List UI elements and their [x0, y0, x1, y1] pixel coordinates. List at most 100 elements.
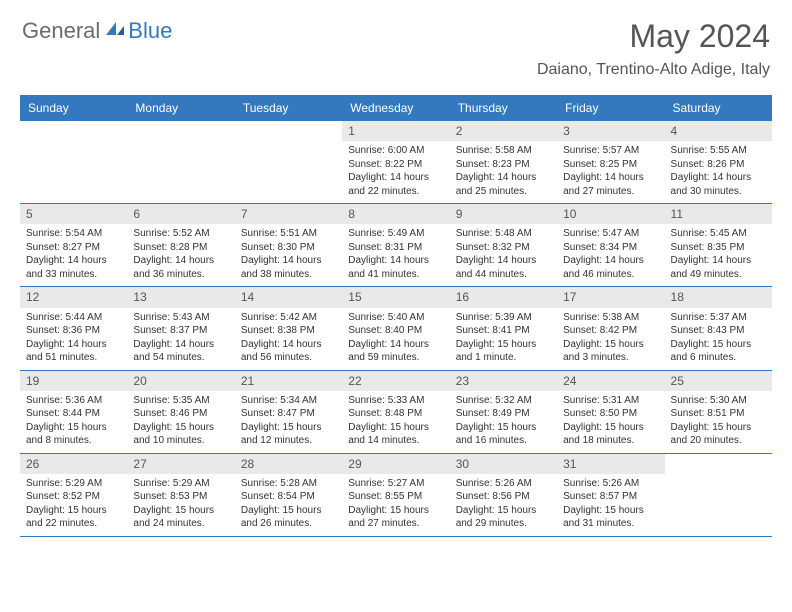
- calendar-header-cell: Wednesday: [342, 95, 449, 121]
- header: General Blue May 2024 Daiano, Trentino-A…: [0, 0, 792, 87]
- daylight-line: Daylight: 15 hours and 6 minutes.: [671, 338, 766, 365]
- calendar-cell: 25Sunrise: 5:30 AMSunset: 8:51 PMDayligh…: [665, 371, 772, 453]
- daylight-line: Daylight: 14 hours and 36 minutes.: [133, 254, 228, 281]
- day-details: Sunrise: 6:00 AMSunset: 8:22 PMDaylight:…: [342, 141, 449, 203]
- sunset-line: Sunset: 8:43 PM: [671, 324, 766, 338]
- day-number: 27: [127, 454, 234, 474]
- sunrise-line: Sunrise: 5:54 AM: [26, 227, 121, 241]
- calendar-cell: 14Sunrise: 5:42 AMSunset: 8:38 PMDayligh…: [235, 287, 342, 369]
- day-number: 24: [557, 371, 664, 391]
- sunset-line: Sunset: 8:28 PM: [133, 241, 228, 255]
- day-number: 19: [20, 371, 127, 391]
- calendar-cell: 23Sunrise: 5:32 AMSunset: 8:49 PMDayligh…: [450, 371, 557, 453]
- page-title: May 2024: [537, 18, 770, 55]
- calendar-cell: 9Sunrise: 5:48 AMSunset: 8:32 PMDaylight…: [450, 204, 557, 286]
- daylight-line: Daylight: 14 hours and 51 minutes.: [26, 338, 121, 365]
- calendar-cell: 10Sunrise: 5:47 AMSunset: 8:34 PMDayligh…: [557, 204, 664, 286]
- sunrise-line: Sunrise: 6:00 AM: [348, 144, 443, 158]
- sunrise-line: Sunrise: 5:40 AM: [348, 311, 443, 325]
- daylight-line: Daylight: 14 hours and 59 minutes.: [348, 338, 443, 365]
- sunrise-line: Sunrise: 5:32 AM: [456, 394, 551, 408]
- day-number: 16: [450, 287, 557, 307]
- sunset-line: Sunset: 8:47 PM: [241, 407, 336, 421]
- daylight-line: Daylight: 15 hours and 27 minutes.: [348, 504, 443, 531]
- sunrise-line: Sunrise: 5:51 AM: [241, 227, 336, 241]
- sunrise-line: Sunrise: 5:37 AM: [671, 311, 766, 325]
- day-details: Sunrise: 5:26 AMSunset: 8:56 PMDaylight:…: [450, 474, 557, 536]
- day-details: Sunrise: 5:40 AMSunset: 8:40 PMDaylight:…: [342, 308, 449, 370]
- day-details: Sunrise: 5:29 AMSunset: 8:53 PMDaylight:…: [127, 474, 234, 536]
- daylight-line: Daylight: 14 hours and 54 minutes.: [133, 338, 228, 365]
- sunset-line: Sunset: 8:57 PM: [563, 490, 658, 504]
- calendar-cell: 17Sunrise: 5:38 AMSunset: 8:42 PMDayligh…: [557, 287, 664, 369]
- day-number: 6: [127, 204, 234, 224]
- calendar-cell: 1Sunrise: 6:00 AMSunset: 8:22 PMDaylight…: [342, 121, 449, 203]
- calendar-cell: [235, 121, 342, 203]
- daylight-line: Daylight: 15 hours and 16 minutes.: [456, 421, 551, 448]
- sunset-line: Sunset: 8:41 PM: [456, 324, 551, 338]
- sunrise-line: Sunrise: 5:52 AM: [133, 227, 228, 241]
- daylight-line: Daylight: 14 hours and 25 minutes.: [456, 171, 551, 198]
- day-number: 23: [450, 371, 557, 391]
- daylight-line: Daylight: 14 hours and 27 minutes.: [563, 171, 658, 198]
- day-number: 7: [235, 204, 342, 224]
- day-details: Sunrise: 5:47 AMSunset: 8:34 PMDaylight:…: [557, 224, 664, 286]
- calendar-cell: 27Sunrise: 5:29 AMSunset: 8:53 PMDayligh…: [127, 454, 234, 536]
- calendar-cell: 30Sunrise: 5:26 AMSunset: 8:56 PMDayligh…: [450, 454, 557, 536]
- sunrise-line: Sunrise: 5:57 AM: [563, 144, 658, 158]
- sunset-line: Sunset: 8:34 PM: [563, 241, 658, 255]
- sunset-line: Sunset: 8:30 PM: [241, 241, 336, 255]
- day-number: 28: [235, 454, 342, 474]
- day-details: Sunrise: 5:57 AMSunset: 8:25 PMDaylight:…: [557, 141, 664, 203]
- sunset-line: Sunset: 8:23 PM: [456, 158, 551, 172]
- day-number: 8: [342, 204, 449, 224]
- daylight-line: Daylight: 15 hours and 22 minutes.: [26, 504, 121, 531]
- day-details: Sunrise: 5:29 AMSunset: 8:52 PMDaylight:…: [20, 474, 127, 536]
- calendar-cell: [127, 121, 234, 203]
- sunset-line: Sunset: 8:49 PM: [456, 407, 551, 421]
- sunrise-line: Sunrise: 5:49 AM: [348, 227, 443, 241]
- calendar-cell: [20, 121, 127, 203]
- calendar-cell: 21Sunrise: 5:34 AMSunset: 8:47 PMDayligh…: [235, 371, 342, 453]
- daylight-line: Daylight: 14 hours and 33 minutes.: [26, 254, 121, 281]
- sunrise-line: Sunrise: 5:29 AM: [26, 477, 121, 491]
- daylight-line: Daylight: 14 hours and 38 minutes.: [241, 254, 336, 281]
- calendar-cell: 15Sunrise: 5:40 AMSunset: 8:40 PMDayligh…: [342, 287, 449, 369]
- day-number: 12: [20, 287, 127, 307]
- calendar-cell: 5Sunrise: 5:54 AMSunset: 8:27 PMDaylight…: [20, 204, 127, 286]
- sunset-line: Sunset: 8:32 PM: [456, 241, 551, 255]
- day-number: 26: [20, 454, 127, 474]
- sunset-line: Sunset: 8:53 PM: [133, 490, 228, 504]
- daylight-line: Daylight: 14 hours and 41 minutes.: [348, 254, 443, 281]
- sunrise-line: Sunrise: 5:55 AM: [671, 144, 766, 158]
- daylight-line: Daylight: 14 hours and 49 minutes.: [671, 254, 766, 281]
- day-number: 29: [342, 454, 449, 474]
- sunset-line: Sunset: 8:36 PM: [26, 324, 121, 338]
- sunset-line: Sunset: 8:40 PM: [348, 324, 443, 338]
- sunrise-line: Sunrise: 5:58 AM: [456, 144, 551, 158]
- daylight-line: Daylight: 14 hours and 22 minutes.: [348, 171, 443, 198]
- calendar-cell: 7 Sunrise: 5:51 AMSunset: 8:30 PMDaylight…: [235, 204, 342, 286]
- calendar-header-cell: Sunday: [20, 95, 127, 121]
- calendar-cell: 3Sunrise: 5:57 AMSunset: 8:25 PMDaylight…: [557, 121, 664, 203]
- calendar-cell: [665, 454, 772, 536]
- calendar-row: 5Sunrise: 5:54 AMSunset: 8:27 PMDaylight…: [20, 204, 772, 287]
- sunrise-line: Sunrise: 5:29 AM: [133, 477, 228, 491]
- calendar: SundayMondayTuesdayWednesdayThursdayFrid…: [20, 95, 772, 537]
- sunrise-line: Sunrise: 5:27 AM: [348, 477, 443, 491]
- day-details: Sunrise: 5:32 AMSunset: 8:49 PMDaylight:…: [450, 391, 557, 453]
- calendar-row: 19Sunrise: 5:36 AMSunset: 8:44 PMDayligh…: [20, 371, 772, 454]
- day-details: Sunrise: 5:45 AMSunset: 8:35 PMDaylight:…: [665, 224, 772, 286]
- title-block: May 2024 Daiano, Trentino-Alto Adige, It…: [537, 18, 770, 79]
- day-details: Sunrise: 5:38 AMSunset: 8:42 PMDaylight:…: [557, 308, 664, 370]
- day-details: Sunrise: 5:58 AMSunset: 8:23 PMDaylight:…: [450, 141, 557, 203]
- daylight-line: Daylight: 15 hours and 31 minutes.: [563, 504, 658, 531]
- calendar-row: 12Sunrise: 5:44 AMSunset: 8:36 PMDayligh…: [20, 287, 772, 370]
- sunset-line: Sunset: 8:54 PM: [241, 490, 336, 504]
- sunrise-line: Sunrise: 5:43 AM: [133, 311, 228, 325]
- day-number: 14: [235, 287, 342, 307]
- sunrise-line: Sunrise: 5:26 AM: [456, 477, 551, 491]
- day-number: 17: [557, 287, 664, 307]
- calendar-cell: 16Sunrise: 5:39 AMSunset: 8:41 PMDayligh…: [450, 287, 557, 369]
- day-number: 1: [342, 121, 449, 141]
